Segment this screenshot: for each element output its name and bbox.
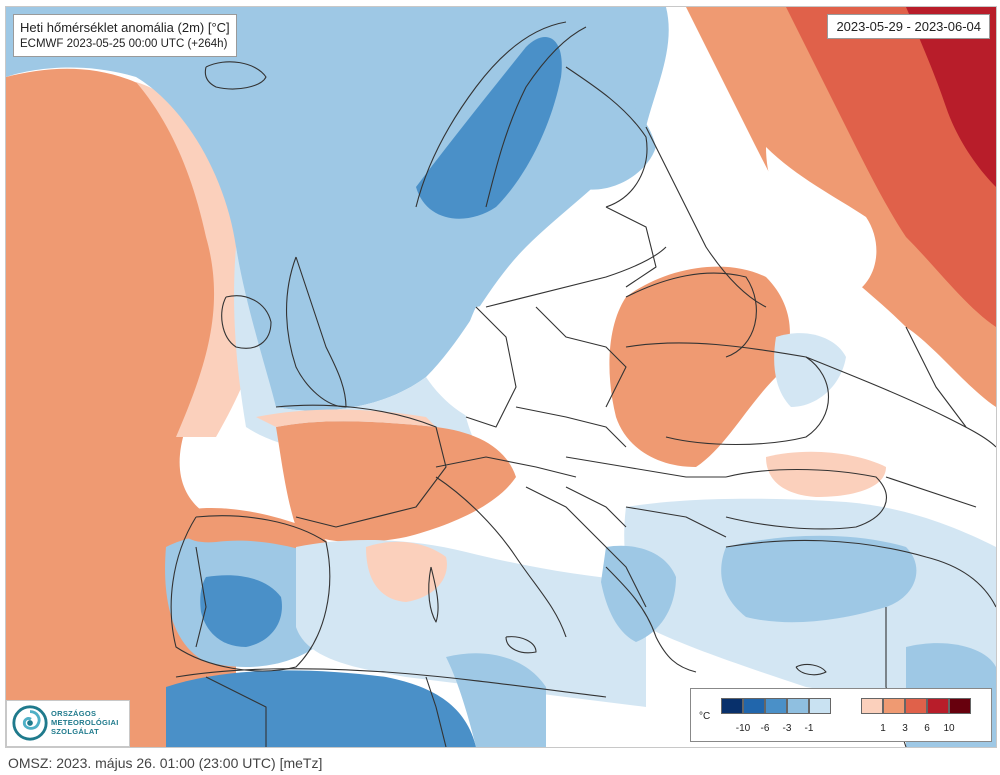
anomaly-zone-iberia-north-warm <box>176 507 330 557</box>
border-caucasus <box>885 476 977 508</box>
logo-line-3: SZOLGÁLAT <box>51 727 99 736</box>
legend-unit: °C <box>699 711 711 722</box>
border-germany <box>465 306 517 428</box>
anomaly-zone-balkan-cool <box>601 545 676 642</box>
border-uk <box>285 256 347 408</box>
border-france <box>275 404 447 528</box>
legend-swatch-negative-4 <box>809 698 831 714</box>
border-alps <box>435 456 577 478</box>
border-sweden <box>485 26 587 208</box>
legend-swatch-positive-3 <box>927 698 949 714</box>
border-baltic-states <box>605 206 657 288</box>
legend-tick-positive: 10 <box>943 723 955 734</box>
border-belarus <box>625 272 757 358</box>
border-russia-south <box>805 356 996 448</box>
legend-swatch-negative-0 <box>721 698 743 714</box>
legend-tick-negative: -1 <box>804 723 814 734</box>
border-czechia-austria <box>515 406 627 448</box>
footer-credit: OMSZ: 2023. május 26. 01:00 (23:00 UTC) … <box>8 755 323 771</box>
anomaly-zone-norway-strong <box>416 37 562 219</box>
legend-tick-positive: 3 <box>902 723 908 734</box>
border-algeria-tunisia <box>425 676 447 747</box>
border-corsica-sardinia <box>428 566 439 623</box>
border-portugal <box>195 546 207 648</box>
legend-tick-positive: 1 <box>880 723 886 734</box>
anomaly-zone-north-africa-cool <box>166 670 476 747</box>
border-balkans <box>525 486 647 608</box>
omsz-swirl-icon <box>12 705 48 741</box>
forecast-period-label: 2023-05-29 - 2023-06-04 <box>827 14 990 39</box>
legend-swatch-negative-1 <box>743 698 765 714</box>
border-finland <box>565 66 648 208</box>
legend-tick-positive: 6 <box>924 723 930 734</box>
border-sicily <box>505 636 537 654</box>
anomaly-zone-east-light-warm <box>766 451 886 497</box>
border-cyprus <box>795 663 827 676</box>
anomaly-zone-atlantic-light <box>136 82 264 437</box>
border-ireland <box>221 295 272 349</box>
anomaly-zone-north-africa-mid <box>446 653 546 747</box>
anomaly-zone-russia-inner-light <box>766 147 877 297</box>
border-black-sea <box>725 468 887 530</box>
legend-swatch-positive-1 <box>883 698 905 714</box>
border-norway-coast <box>415 21 567 208</box>
border-ukraine <box>625 342 829 446</box>
border-north-africa <box>175 668 607 698</box>
border-iceland <box>204 61 267 90</box>
border-morocco <box>205 676 267 747</box>
color-legend: °C -10 -6 -3 -1 1 3 6 10 <box>690 688 992 742</box>
legend-swatch-positive-4 <box>949 698 971 714</box>
anomaly-zone-russia-extreme <box>906 7 996 187</box>
border-bulgaria <box>625 506 727 538</box>
border-iberia <box>170 515 331 672</box>
legend-swatch-positive-0 <box>861 698 883 714</box>
legend-swatch-negative-2 <box>765 698 787 714</box>
anomaly-zone-east-warm <box>609 266 790 467</box>
anomaly-zone-iberia-strong <box>200 575 282 647</box>
border-russia-west <box>645 126 767 308</box>
border-kazakh <box>905 326 967 428</box>
anomaly-zone-north-light <box>234 247 506 457</box>
border-baltic-coast <box>485 246 667 308</box>
legend-tick-negative: -6 <box>760 723 770 734</box>
anomaly-zone-italy-warm <box>366 541 447 602</box>
border-hungary-romania <box>565 456 726 478</box>
legend-tick-negative: -3 <box>782 723 792 734</box>
logo-line-2: METEOROLÓGIAI <box>51 718 119 727</box>
border-turkey <box>725 539 996 608</box>
anomaly-map-canvas <box>6 7 996 747</box>
anomaly-zone-turkey-cool <box>721 535 917 623</box>
border-poland <box>535 306 627 408</box>
legend-tick-negative: -10 <box>735 723 751 734</box>
legend-swatch-negative-3 <box>787 698 809 714</box>
border-italy <box>435 476 567 638</box>
model-run-label: ECMWF 2023-05-25 00:00 UTC (+264h) <box>20 38 228 50</box>
map-title: Heti hőmérséklet anomália (2m) [°C] <box>20 20 230 35</box>
omsz-logo: ORSZÁGOS METEOROLÓGIAI SZOLGÁLAT <box>6 700 130 747</box>
border-greece <box>605 566 697 673</box>
country-borders <box>170 21 996 747</box>
border-serbia <box>565 486 627 528</box>
map-title-box: Heti hőmérséklet anomália (2m) [°C] ECMW… <box>13 14 237 57</box>
anomaly-map: Heti hőmérséklet anomália (2m) [°C] ECMW… <box>6 7 996 747</box>
omsz-logo-text: ORSZÁGOS METEOROLÓGIAI SZOLGÁLAT <box>51 709 119 736</box>
legend-swatch-positive-2 <box>905 698 927 714</box>
logo-line-1: ORSZÁGOS <box>51 709 97 718</box>
anomaly-zone-finland-cool <box>557 67 656 190</box>
anomaly-zone-france-warm <box>276 421 516 543</box>
